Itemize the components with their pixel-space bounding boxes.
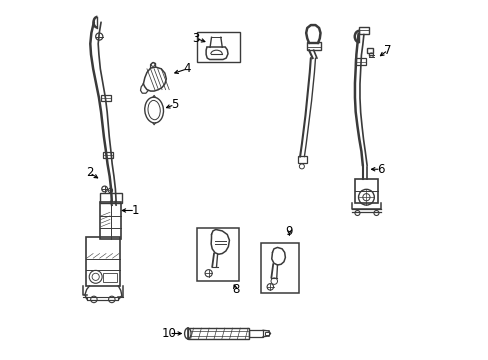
Bar bbox=[86, 237, 120, 286]
Text: 9: 9 bbox=[285, 225, 292, 238]
Bar bbox=[298, 156, 306, 163]
Bar bbox=[100, 193, 122, 203]
Bar bbox=[102, 152, 113, 158]
Text: 3: 3 bbox=[192, 32, 200, 45]
Text: 7: 7 bbox=[384, 44, 391, 57]
Bar bbox=[197, 228, 239, 281]
Text: 4: 4 bbox=[183, 62, 190, 75]
Bar bbox=[102, 273, 117, 282]
Bar bbox=[187, 328, 248, 339]
Bar bbox=[366, 48, 372, 53]
Text: 5: 5 bbox=[170, 98, 178, 111]
Text: 10: 10 bbox=[162, 327, 176, 340]
Bar bbox=[265, 332, 268, 335]
Bar bbox=[306, 42, 320, 50]
Text: 2: 2 bbox=[86, 166, 93, 179]
Text: 6: 6 bbox=[376, 163, 384, 176]
Text: 8: 8 bbox=[231, 283, 239, 296]
Bar bbox=[260, 243, 299, 293]
Bar bbox=[354, 179, 378, 203]
Bar bbox=[358, 27, 368, 34]
Bar bbox=[354, 58, 366, 65]
Text: 1: 1 bbox=[131, 204, 139, 217]
Bar bbox=[101, 95, 111, 101]
Bar bbox=[100, 202, 121, 239]
Bar bbox=[197, 32, 240, 62]
Bar bbox=[248, 330, 263, 337]
